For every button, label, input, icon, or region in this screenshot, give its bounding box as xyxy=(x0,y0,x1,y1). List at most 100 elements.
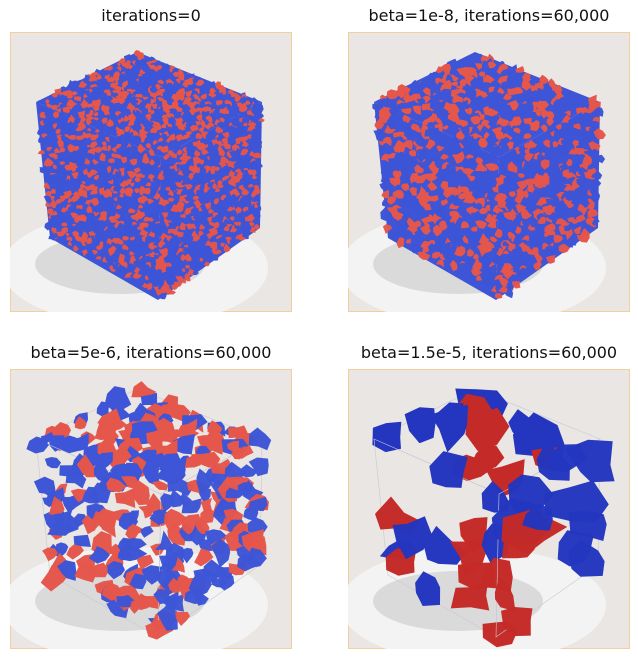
red-phase-region xyxy=(56,108,62,112)
blue-phase-region xyxy=(517,260,528,267)
blue-phase-region xyxy=(119,217,128,223)
red-phase-region xyxy=(52,111,60,118)
red-phase-region xyxy=(141,282,149,288)
blue-phase-region xyxy=(384,170,395,179)
blue-phase-region xyxy=(120,65,127,75)
red-phase-region xyxy=(564,229,573,240)
blue-phase-region xyxy=(67,129,77,138)
blue-phase-region xyxy=(192,214,201,220)
blue-phase-region xyxy=(447,123,461,136)
red-phase-region xyxy=(195,79,205,87)
blue-phase-region xyxy=(188,261,195,267)
red-phase-region xyxy=(59,147,66,153)
blue-phase-region xyxy=(553,185,561,191)
red-phase-region xyxy=(180,254,188,262)
blue-phase-region xyxy=(82,486,99,504)
blue-phase-region xyxy=(108,112,114,118)
blue-phase-region xyxy=(243,169,250,174)
blue-phase-region xyxy=(167,476,195,496)
blue-phase-region xyxy=(119,198,126,206)
red-phase-region xyxy=(380,94,387,101)
red-phase-region xyxy=(77,110,86,117)
red-phase-region xyxy=(223,225,230,232)
red-phase-region xyxy=(136,554,154,570)
blue-phase-region xyxy=(112,92,119,97)
blue-phase-region xyxy=(386,117,398,127)
red-phase-region xyxy=(107,166,112,174)
red-phase-region xyxy=(498,286,508,293)
blue-phase-region xyxy=(468,56,477,66)
blue-phase-region xyxy=(252,213,261,220)
red-phase-region xyxy=(140,195,149,203)
blue-phase-region xyxy=(501,223,507,228)
blue-phase-region xyxy=(494,240,501,248)
red-phase-region xyxy=(179,222,186,231)
blue-phase-region xyxy=(138,101,147,107)
blue-phase-region xyxy=(584,149,592,156)
blue-phase-region xyxy=(209,132,216,139)
blue-phase-region xyxy=(140,264,150,271)
red-phase-region xyxy=(157,137,164,142)
panel-title: beta=1.5e-5, iterations=60,000 xyxy=(360,343,618,362)
blue-phase-region xyxy=(192,270,199,276)
blue-phase-region xyxy=(151,116,157,123)
blue-phase-region xyxy=(164,257,173,265)
red-phase-region xyxy=(515,66,525,73)
blue-phase-region xyxy=(180,218,185,223)
red-phase-region xyxy=(478,71,486,78)
blue-phase-region xyxy=(462,209,472,221)
red-phase-region xyxy=(51,93,58,98)
blue-phase-region xyxy=(514,93,525,100)
blue-phase-region xyxy=(506,73,519,86)
blue-phase-region xyxy=(492,92,507,105)
red-phase-region xyxy=(192,195,199,200)
blue-phase-region xyxy=(77,158,85,166)
blue-phase-region xyxy=(190,207,198,213)
red-phase-region xyxy=(254,223,260,230)
blue-phase-region xyxy=(71,110,79,118)
red-phase-region xyxy=(199,224,206,230)
blue-phase-region xyxy=(197,539,213,552)
blue-phase-region xyxy=(401,120,410,132)
blue-phase-region xyxy=(121,104,127,109)
blue-phase-region xyxy=(172,130,180,135)
blue-phase-region xyxy=(485,192,493,202)
blue-phase-region xyxy=(134,229,141,238)
blue-phase-region xyxy=(427,122,435,129)
red-phase-region xyxy=(235,446,254,459)
blue-phase-region xyxy=(166,98,174,105)
blue-phase-region xyxy=(157,190,164,196)
blue-phase-region xyxy=(249,144,257,152)
blue-phase-region xyxy=(429,451,468,488)
red-phase-region xyxy=(95,73,102,80)
blue-phase-region xyxy=(64,98,69,102)
blue-phase-region xyxy=(255,104,264,112)
blue-phase-region xyxy=(180,547,194,564)
blue-phase-region xyxy=(540,91,552,103)
blue-phase-region xyxy=(577,142,584,147)
render-view xyxy=(348,32,630,312)
red-phase-region xyxy=(217,142,223,147)
red-phase-region xyxy=(460,120,468,127)
blue-phase-region xyxy=(380,207,393,221)
red-phase-region xyxy=(177,169,184,176)
red-phase-region xyxy=(119,167,125,173)
red-phase-region xyxy=(145,182,151,187)
blue-phase-region xyxy=(220,189,226,195)
blue-phase-region xyxy=(96,119,104,127)
red-phase-region xyxy=(247,532,267,556)
red-phase-region xyxy=(195,132,203,140)
blue-phase-region xyxy=(177,99,183,107)
red-phase-region xyxy=(214,249,223,255)
blue-phase-region xyxy=(591,171,603,180)
blue-phase-region xyxy=(60,119,67,126)
red-phase-region xyxy=(546,116,554,127)
red-phase-region xyxy=(528,139,537,149)
blue-phase-region xyxy=(169,115,176,124)
red-phase-region xyxy=(233,177,241,183)
red-phase-region xyxy=(412,105,422,115)
blue-phase-region xyxy=(150,269,158,274)
blue-phase-region xyxy=(202,221,210,228)
red-phase-region xyxy=(469,67,478,79)
red-phase-region xyxy=(193,167,200,174)
